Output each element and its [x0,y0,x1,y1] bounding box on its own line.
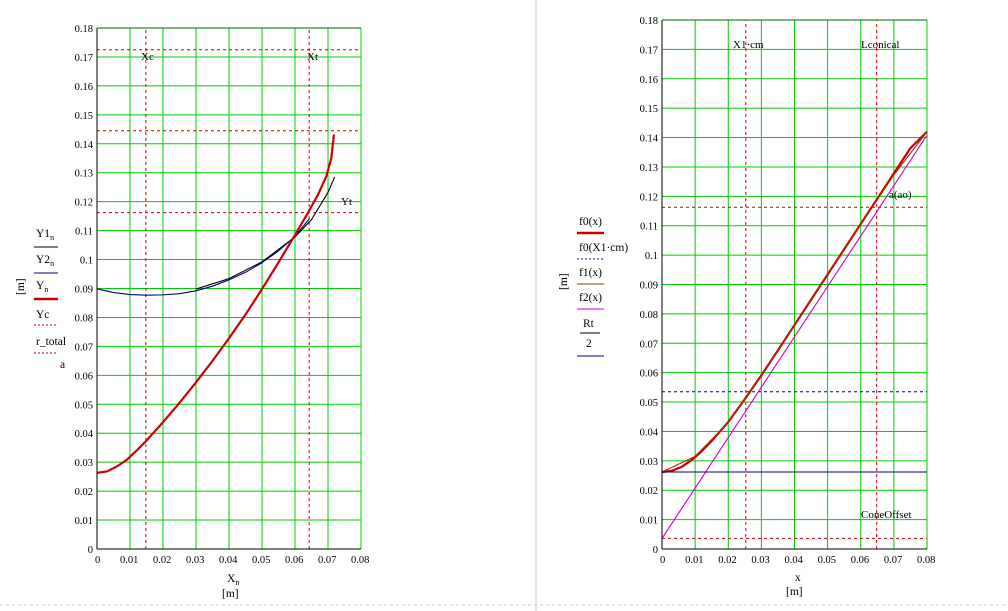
annotation-lconical: Lconical [861,39,899,51]
y-tick-label: 0.03 [640,457,658,468]
y-tick-label: 0.18 [75,24,93,35]
x-tick-label: 0.03 [751,555,769,566]
chart-right-series [661,130,928,539]
chart-left-xunit: [m] [222,588,239,600]
legend-rtotal-label: r_total [36,336,66,348]
y-tick-label: 0.12 [75,198,93,209]
x-tick-label: 0.06 [851,555,869,566]
y-tick-label: 0.01 [75,516,93,527]
series-line-f1x [661,131,928,473]
legend-y-label: Yn [36,280,48,294]
y-tick-label: 0.07 [75,342,93,353]
chart-left-ylabel: [m] [15,278,27,295]
chart-left-xlabel: Xn [227,573,239,587]
annotation-x1cm: X1·cm [733,39,764,51]
y-tick-label: 0.1 [80,256,93,267]
legend-f0-label: f0(x) [579,216,602,228]
y-tick-label: 0.11 [75,227,93,238]
y-tick-label: 0.13 [75,169,93,180]
x-tick-label: 0.02 [153,555,171,566]
chart-right-grid [661,19,928,550]
chart-right-ticks: 0 0.01 0.02 0.03 0.04 0.05 0.06 0.07 0.08 0 0.01 0.… [640,16,936,566]
x-tick-label: 0.06 [285,555,303,566]
y-tick-label: 0.14 [75,140,94,151]
chart-right-xunit: [m] [786,586,803,598]
legend-rt-denominator: 2 [586,338,592,350]
chart-right-ylabel: [m] [558,273,570,290]
y-tick-label: 0.04 [75,429,94,440]
x-tick-label: 0.03 [186,555,204,566]
y-tick-label: 0.06 [640,369,658,380]
chart-right[interactable]: 0 0.01 0.02 0.03 0.04 0.05 0.06 0.07 0.08 0 0.01 0.… [558,16,935,598]
series-line-y1 [195,176,336,290]
series-line-y2 [96,218,310,296]
x-tick-label: 0.05 [818,555,836,566]
y-tick-label: 0.13 [640,163,658,174]
legend-f1-label: f1(x) [579,267,602,279]
chart-left-ticks: 0 0.01 0.02 0.03 0.04 0.05 0.06 0.07 0.08 0 0.01 0.… [75,24,370,566]
y-tick-label: 0.03 [75,458,93,469]
y-tick-label: 0.11 [640,222,658,233]
annotation-xc: Xc [141,51,154,63]
x-tick-label: 0.07 [318,555,336,566]
chart-right-xlabel: x [795,572,801,584]
legend-yc-label: Yc [36,309,49,321]
chart-right-legend: f0(x) f0(X1·cm) f1(x) f2(x) Rt 2 [m] [558,216,628,357]
series-line-y [96,134,336,474]
x-tick-label: 0.04 [785,555,804,566]
chart-left-legend: Y1n Y2n Yn Yc r_total a [m] [15,228,66,371]
y-tick-label: 0 [88,545,93,556]
y-tick-label: 0.02 [75,487,93,498]
legend-rt-label: Rt [583,318,595,330]
y-tick-label: 0.05 [640,398,658,409]
x-tick-label: 0 [660,555,665,566]
chart-left-reference-lines [97,28,361,549]
x-tick-label: 0 [95,555,100,566]
y-tick-label: 0.15 [75,111,93,122]
y-tick-label: 0.09 [640,281,658,292]
legend-y2-label: Y2n [36,254,54,268]
y-tick-label: 0.15 [640,104,658,115]
x-tick-label: 0.07 [884,555,902,566]
y-tick-label: 0.05 [75,400,93,411]
y-tick-label: 0.16 [75,82,93,93]
y-tick-label: 0.16 [640,75,658,86]
y-tick-label: 0.08 [640,310,658,321]
y-tick-label: 0.07 [640,339,658,350]
y-tick-label: 0.09 [75,285,93,296]
x-tick-label: 0.04 [219,555,238,566]
chart-left-grid [96,27,362,550]
y-tick-label: 0.01 [640,516,658,527]
y-tick-label: 0.06 [75,371,93,382]
y-tick-label: 0 [653,545,658,556]
legend-y1-label: Y1n [36,228,54,242]
chart-left[interactable]: 0 0.01 0.02 0.03 0.04 0.05 0.06 0.07 0.08 0 0.01 0.… [15,24,369,600]
chart-left-series [96,134,336,474]
y-tick-label: 0.17 [75,53,93,64]
y-tick-label: 0.02 [640,486,658,497]
x-tick-label: 0.08 [351,555,369,566]
annotation-aao: a(ao) [889,189,912,201]
x-tick-label: 0.05 [252,555,270,566]
annotation-yt: Yt [341,196,352,208]
x-tick-label: 0.01 [685,555,703,566]
y-tick-label: 0.12 [640,192,658,203]
x-tick-label: 0.08 [917,555,935,566]
legend-f0x1-label: f0(X1·cm) [579,242,628,254]
y-tick-label: 0.14 [640,134,659,145]
annotation-coneoffset: ConeOffset [861,509,912,521]
y-tick-label: 0.08 [75,313,93,324]
annotation-xt: Xt [307,51,318,63]
chart-right-reference-lines [662,20,927,549]
y-tick-label: 0.04 [640,427,659,438]
x-tick-label: 0.01 [120,555,138,566]
y-tick-label: 0.17 [640,45,658,56]
legend-f2-label: f2(x) [579,292,602,304]
x-tick-label: 0.02 [718,555,736,566]
series-line-f2x [661,134,928,539]
legend-subscript-a: a [60,359,65,371]
y-tick-label: 0.1 [645,251,658,262]
y-tick-label: 0.18 [640,16,658,27]
